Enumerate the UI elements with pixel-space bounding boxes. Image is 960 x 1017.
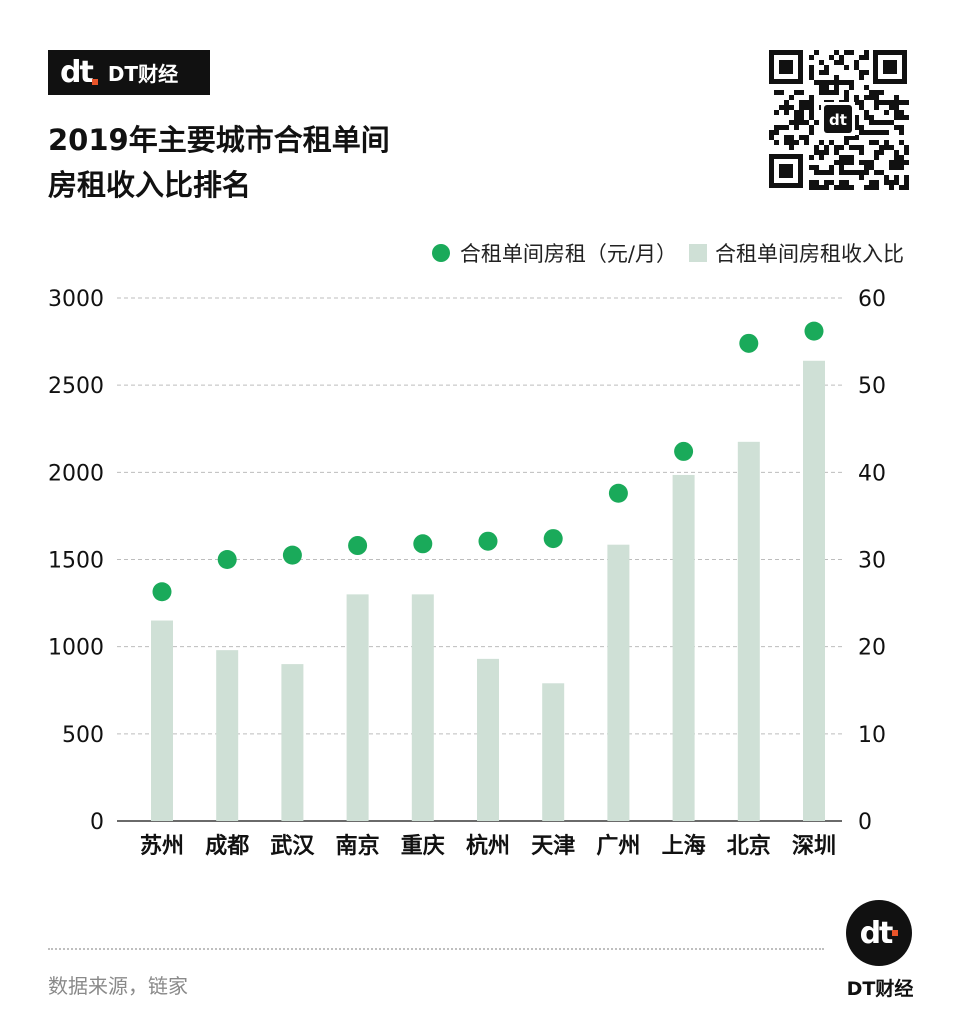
y-left-tick-label: 0	[90, 810, 104, 835]
x-tick-label: 深圳	[792, 834, 836, 859]
rent-point	[152, 582, 172, 602]
chart-title: 2019年主要城市合租单间 房租收入比排名	[48, 118, 548, 208]
legend-rent-label: 合租单间房租（元/月）	[459, 242, 677, 266]
footer-brand-name: DT财经	[846, 978, 914, 1000]
qr-code-icon: dt	[767, 48, 909, 190]
y-right-tick-label: 20	[858, 636, 886, 661]
brand-badge: dt DT财经	[48, 50, 210, 95]
x-tick-label: 上海	[662, 833, 706, 859]
y-left-tick-label: 1000	[48, 636, 104, 661]
ratio-bar	[151, 620, 173, 821]
y-right-tick-label: 50	[858, 374, 886, 399]
y-left-tick-label: 2500	[48, 374, 104, 399]
rent-point	[282, 545, 302, 565]
ratio-bar	[281, 664, 304, 821]
brand-logo-icon: dt	[60, 57, 98, 88]
y-left-tick-label: 3000	[48, 287, 104, 312]
rent-point	[478, 531, 498, 551]
y-right-tick-label: 40	[858, 461, 886, 486]
y-right-tick-label: 10	[858, 723, 886, 748]
ratio-bar	[346, 594, 369, 821]
rent-point	[608, 483, 628, 503]
rent-point	[674, 441, 694, 461]
ratio-bar	[411, 594, 434, 821]
rent-point	[217, 550, 237, 569]
y-left-tick-label: 1500	[48, 549, 104, 574]
ratio-bar	[672, 474, 695, 821]
ratio-bar	[607, 544, 630, 821]
x-tick-label: 天津	[531, 833, 575, 859]
x-tick-label: 南京	[336, 833, 380, 859]
brand-name: DT财经	[107, 62, 179, 86]
y-right-tick-label: 60	[858, 287, 886, 312]
x-tick-label: 苏州	[140, 833, 184, 859]
x-tick-label: 成都	[205, 834, 249, 859]
legend-ratio-label: 合租单间房租收入比	[715, 242, 904, 266]
y-left-tick-label: 2000	[48, 461, 104, 486]
x-tick-label: 广州	[596, 833, 640, 859]
x-tick-label: 武汉	[270, 834, 315, 859]
ratio-bar	[216, 650, 239, 821]
svg-text:dt: dt	[829, 111, 847, 129]
x-tick-label: 北京	[727, 833, 771, 859]
footer-divider	[48, 948, 824, 950]
rent-point	[413, 534, 433, 554]
ratio-bar	[803, 360, 825, 821]
footer-logo-icon: dt	[846, 900, 912, 966]
x-tick-label: 重庆	[401, 833, 445, 859]
legend-ratio-marker	[689, 244, 707, 262]
data-source: 数据来源，链家	[48, 974, 188, 998]
rent-point	[739, 333, 759, 353]
y-left-tick-label: 500	[62, 723, 104, 748]
rent-point	[804, 321, 824, 341]
ratio-bar	[477, 658, 499, 821]
rent-point	[348, 536, 368, 556]
chart-title-line-2: 房租收入比排名	[48, 168, 252, 202]
ratio-bar	[737, 441, 760, 821]
legend-rent-marker	[431, 244, 450, 262]
chart-title-line-1: 2019年主要城市合租单间	[48, 123, 390, 157]
y-right-tick-label: 30	[858, 549, 886, 574]
x-tick-label: 杭州	[466, 833, 510, 859]
legend: 合租单间房租（元/月） 合租单间房租收入比	[431, 238, 904, 268]
y-right-tick-label: 0	[858, 810, 872, 835]
ratio-bar	[542, 683, 565, 821]
rent-point	[543, 529, 563, 549]
